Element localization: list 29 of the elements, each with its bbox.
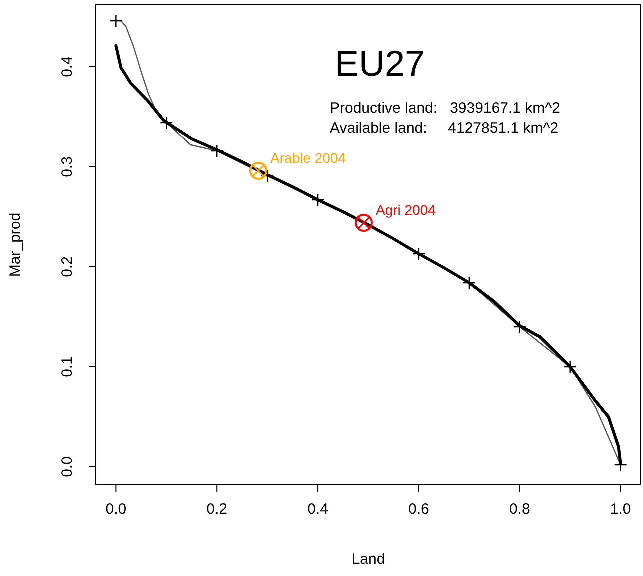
series-label: Agri 2004 bbox=[376, 202, 436, 218]
annotation: Productive land: 3939167.1 km^2 bbox=[330, 100, 561, 117]
y-tick-label: 0.4 bbox=[59, 56, 76, 78]
point bbox=[249, 162, 268, 180]
y-tick-label: 0.2 bbox=[59, 256, 76, 278]
x-tick-label: 0.6 bbox=[408, 501, 430, 518]
x-tick-label: 0.8 bbox=[509, 501, 530, 518]
x-tick-label: 0.0 bbox=[106, 501, 127, 518]
point bbox=[462, 276, 476, 290]
point bbox=[260, 169, 274, 183]
point bbox=[311, 193, 325, 207]
series-label: Arable 2004 bbox=[270, 150, 346, 166]
point bbox=[354, 214, 373, 232]
point bbox=[210, 144, 224, 158]
point bbox=[564, 360, 577, 374]
y-axis-title: Mar_prod bbox=[7, 212, 24, 278]
y-tick-label: 0.0 bbox=[59, 456, 76, 478]
annotation: Available land: 4127851.1 km^2 bbox=[330, 120, 559, 137]
point bbox=[513, 320, 526, 334]
x-axis-title: Land bbox=[352, 551, 386, 568]
point bbox=[160, 116, 174, 130]
point bbox=[110, 14, 123, 28]
y-tick-label: 0.3 bbox=[59, 156, 76, 178]
point bbox=[412, 247, 426, 261]
x-tick-label: 0.4 bbox=[308, 501, 328, 518]
x-tick-label: 0.2 bbox=[206, 501, 228, 518]
text: EU27 bbox=[334, 43, 426, 84]
x-tick-label: 1.0 bbox=[610, 501, 632, 518]
y-tick-label: 0.1 bbox=[59, 356, 76, 378]
